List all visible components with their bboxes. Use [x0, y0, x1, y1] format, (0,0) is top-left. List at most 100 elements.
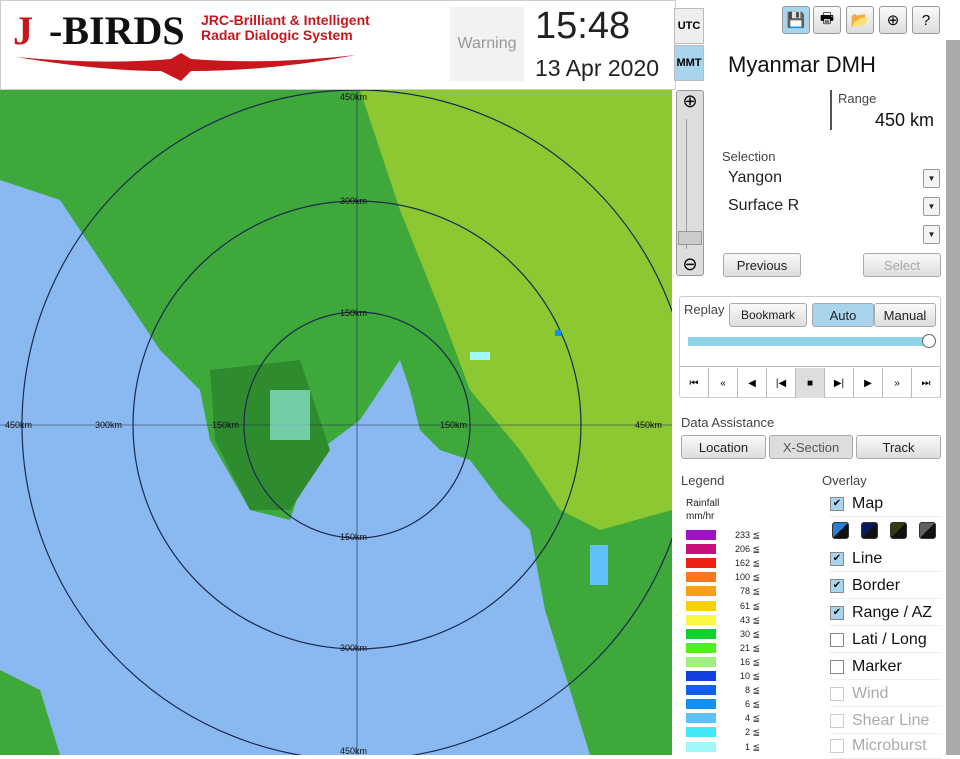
- overlay-lati-long[interactable]: Lati / Long: [830, 627, 942, 653]
- previous-button[interactable]: Previous: [723, 253, 801, 277]
- range-label: 450km: [635, 420, 662, 430]
- overlay-border[interactable]: ✔ Border: [830, 573, 942, 599]
- land-highlands: [360, 90, 672, 530]
- overlay-microburst[interactable]: Microburst: [830, 733, 942, 759]
- chevron-down-icon[interactable]: ▼: [923, 169, 940, 188]
- range-label: 150km: [212, 420, 239, 430]
- bookmark-button[interactable]: Bookmark: [729, 303, 807, 327]
- manual-button[interactable]: Manual: [874, 303, 936, 327]
- play-icon[interactable]: ▶: [854, 368, 883, 398]
- checkbox[interactable]: ✔: [830, 496, 844, 511]
- legend-swatch: [686, 530, 716, 540]
- j-birds-logo: J -BIRDS JRC-Brilliant & Intelligent Radar…: [11, 7, 371, 85]
- add-icon[interactable]: ⊕: [879, 6, 907, 34]
- legend-value: 30 ≦: [739, 628, 760, 639]
- stop-icon[interactable]: ■: [796, 368, 825, 398]
- overlay-line[interactable]: ✔ Line: [830, 546, 942, 572]
- replay-progress-bar[interactable]: [688, 337, 932, 346]
- legend-swatch: [686, 741, 716, 752]
- legend-swatch: [686, 628, 716, 639]
- legend-swatch: [686, 544, 716, 555]
- checkbox[interactable]: [830, 632, 844, 647]
- checkbox[interactable]: [830, 686, 844, 701]
- zoom-in-icon[interactable]: ⊕: [682, 91, 698, 111]
- legend-swatch: [686, 656, 716, 667]
- overlay-map[interactable]: ✔ Map: [830, 491, 942, 517]
- back-icon[interactable]: ◀: [738, 368, 767, 398]
- range-rings: [0, 90, 672, 755]
- legend-value: 2 ≦: [744, 727, 760, 738]
- legend-value: 162 ≦: [734, 558, 760, 569]
- chevron-down-icon[interactable]: ▼: [923, 197, 940, 216]
- mmt-button[interactable]: MMT: [674, 45, 704, 81]
- overlay-label: Overlay: [822, 473, 867, 488]
- checkbox[interactable]: [830, 738, 844, 753]
- checkbox[interactable]: [830, 713, 844, 728]
- map-style-swatch[interactable]: [832, 522, 849, 539]
- checkbox[interactable]: ✔: [830, 551, 844, 566]
- overlay-wind[interactable]: Wind: [830, 681, 942, 707]
- auto-button[interactable]: Auto: [812, 303, 874, 327]
- sub-dropdown[interactable]: ▼: [722, 222, 940, 246]
- first-icon[interactable]: ⏮: [680, 368, 709, 398]
- legend-value: 61 ≦: [739, 600, 760, 611]
- select-button[interactable]: Select: [863, 253, 941, 277]
- step-back-icon[interactable]: |◀: [767, 368, 796, 398]
- warning-indicator[interactable]: Warning: [450, 7, 524, 81]
- map-style-swatch[interactable]: [861, 522, 878, 539]
- overlay-shear-line[interactable]: Shear Line: [830, 708, 942, 734]
- legend-value: 1 ≦: [744, 741, 760, 752]
- scrollbar[interactable]: [946, 40, 960, 755]
- site-dropdown[interactable]: Yangon ▼: [722, 166, 940, 190]
- legend-value: 21 ≦: [739, 642, 760, 653]
- rain-echoes: [270, 330, 608, 585]
- checkbox[interactable]: [830, 659, 844, 674]
- open-folder-icon[interactable]: 📂: [846, 6, 874, 34]
- legend-title: Rainfall mm/hr: [686, 498, 720, 522]
- zoom-slider[interactable]: ⊕ ⊖: [676, 90, 704, 276]
- utc-button[interactable]: UTC: [674, 8, 704, 44]
- clock-date: 13 Apr 2020: [535, 55, 660, 81]
- product-dropdown[interactable]: Surface R ▼: [722, 194, 940, 218]
- logo-subtitle: JRC-Brilliant & Intelligent: [201, 12, 370, 28]
- radar-map[interactable]: 450km 300km 150km 450km 300km 150km 150k…: [0, 90, 672, 755]
- x-section-button[interactable]: X-Section: [769, 435, 853, 459]
- checkbox[interactable]: ✔: [830, 605, 844, 620]
- replay-handle[interactable]: [922, 334, 936, 348]
- checkbox[interactable]: ✔: [830, 578, 844, 593]
- range-label: 450km: [340, 92, 367, 102]
- location-button[interactable]: Location: [681, 435, 766, 459]
- zoom-handle[interactable]: [678, 231, 702, 245]
- legend-value: 206 ≦: [734, 544, 760, 555]
- map-style-swatch[interactable]: [890, 522, 907, 539]
- legend-value: 6 ≦: [744, 699, 760, 710]
- chevron-down-icon[interactable]: ▼: [923, 225, 940, 244]
- map-style-swatch[interactable]: [919, 522, 936, 539]
- legend-value: 8 ≦: [744, 685, 760, 696]
- legend-swatch: [686, 713, 716, 724]
- legend-swatch: [686, 642, 716, 653]
- selection-label: Selection: [722, 149, 776, 164]
- print-icon[interactable]: 🖶: [813, 6, 841, 34]
- overlay-range-az[interactable]: ✔ Range / AZ: [830, 600, 942, 626]
- overlay-marker[interactable]: Marker: [830, 654, 942, 680]
- save-icon[interactable]: 💾: [782, 6, 810, 34]
- legend-swatch: [686, 572, 716, 583]
- legend-label: Legend: [681, 473, 725, 488]
- fast-back-icon[interactable]: «: [709, 368, 738, 398]
- legend-swatch: [686, 699, 716, 710]
- step-forward-icon[interactable]: ▶|: [825, 368, 854, 398]
- track-button[interactable]: Track: [856, 435, 941, 459]
- site-name: Myanmar DMH: [728, 52, 876, 77]
- range-label: 150km: [340, 532, 367, 542]
- fast-forward-icon[interactable]: »: [883, 368, 912, 398]
- last-icon[interactable]: ⏭: [912, 368, 941, 398]
- zoom-out-icon[interactable]: ⊖: [682, 254, 698, 274]
- data-assistance-label: Data Assistance: [681, 415, 775, 430]
- legend-swatch: [686, 614, 716, 625]
- range-label: 150km: [440, 420, 467, 430]
- legend-value: 43 ≦: [739, 614, 760, 625]
- range-label: 300km: [340, 196, 367, 206]
- help-icon[interactable]: ?: [912, 6, 940, 34]
- legend-swatch: [686, 586, 716, 597]
